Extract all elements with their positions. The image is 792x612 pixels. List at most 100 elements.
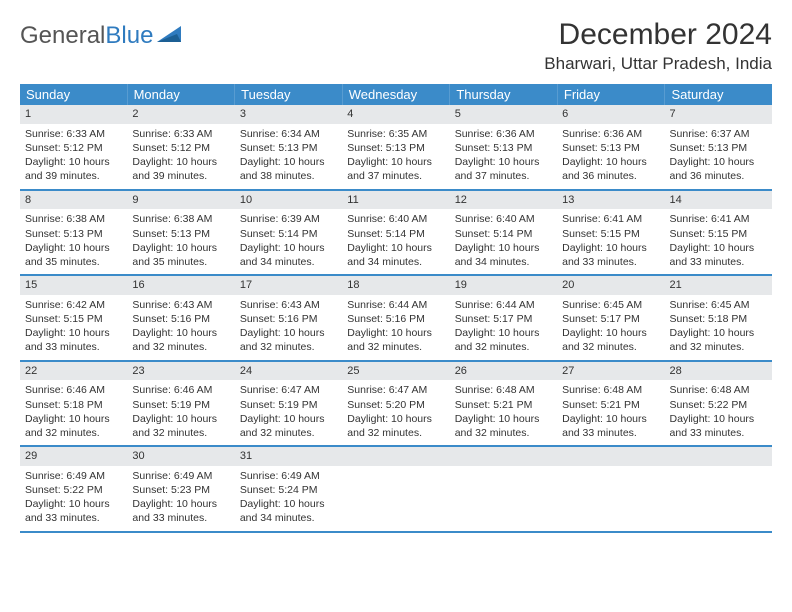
sunrise-text: Sunrise: 6:48 AM bbox=[670, 383, 767, 397]
sunrise-text: Sunrise: 6:48 AM bbox=[562, 383, 659, 397]
daylight-text: Daylight: 10 hours and 34 minutes. bbox=[455, 241, 552, 269]
day-body: Sunrise: 6:33 AMSunset: 5:12 PMDaylight:… bbox=[127, 124, 234, 189]
day-header-cell: Wednesday bbox=[343, 84, 451, 105]
sunrise-text: Sunrise: 6:45 AM bbox=[670, 298, 767, 312]
sunrise-text: Sunrise: 6:36 AM bbox=[562, 127, 659, 141]
week-row: 8Sunrise: 6:38 AMSunset: 5:13 PMDaylight… bbox=[20, 191, 772, 277]
day-cell: 22Sunrise: 6:46 AMSunset: 5:18 PMDayligh… bbox=[20, 362, 127, 446]
sunrise-text: Sunrise: 6:42 AM bbox=[25, 298, 122, 312]
daylight-text: Daylight: 10 hours and 32 minutes. bbox=[25, 412, 122, 440]
day-body: Sunrise: 6:45 AMSunset: 5:17 PMDaylight:… bbox=[557, 295, 664, 360]
day-cell: 7Sunrise: 6:37 AMSunset: 5:13 PMDaylight… bbox=[665, 105, 772, 189]
day-cell: 11Sunrise: 6:40 AMSunset: 5:14 PMDayligh… bbox=[342, 191, 449, 275]
day-number: 24 bbox=[235, 362, 342, 381]
daylight-text: Daylight: 10 hours and 33 minutes. bbox=[562, 412, 659, 440]
logo-text: GeneralBlue bbox=[20, 22, 153, 50]
day-cell: 19Sunrise: 6:44 AMSunset: 5:17 PMDayligh… bbox=[450, 276, 557, 360]
sunset-text: Sunset: 5:13 PM bbox=[670, 141, 767, 155]
triangle-icon bbox=[157, 24, 183, 49]
sunset-text: Sunset: 5:16 PM bbox=[240, 312, 337, 326]
daylight-text: Daylight: 10 hours and 37 minutes. bbox=[455, 155, 552, 183]
daylight-text: Daylight: 10 hours and 32 minutes. bbox=[132, 412, 229, 440]
daylight-text: Daylight: 10 hours and 34 minutes. bbox=[347, 241, 444, 269]
day-body: Sunrise: 6:40 AMSunset: 5:14 PMDaylight:… bbox=[342, 209, 449, 274]
daylight-text: Daylight: 10 hours and 35 minutes. bbox=[132, 241, 229, 269]
sunset-text: Sunset: 5:17 PM bbox=[562, 312, 659, 326]
day-cell: 13Sunrise: 6:41 AMSunset: 5:15 PMDayligh… bbox=[557, 191, 664, 275]
sunset-text: Sunset: 5:13 PM bbox=[132, 227, 229, 241]
day-body: Sunrise: 6:49 AMSunset: 5:23 PMDaylight:… bbox=[127, 466, 234, 531]
day-number: 18 bbox=[342, 276, 449, 295]
day-body: Sunrise: 6:37 AMSunset: 5:13 PMDaylight:… bbox=[665, 124, 772, 189]
daylight-text: Daylight: 10 hours and 34 minutes. bbox=[240, 497, 337, 525]
day-body: Sunrise: 6:36 AMSunset: 5:13 PMDaylight:… bbox=[450, 124, 557, 189]
day-body bbox=[557, 466, 664, 516]
sunset-text: Sunset: 5:22 PM bbox=[670, 398, 767, 412]
day-cell: 5Sunrise: 6:36 AMSunset: 5:13 PMDaylight… bbox=[450, 105, 557, 189]
sunrise-text: Sunrise: 6:38 AM bbox=[132, 212, 229, 226]
day-body: Sunrise: 6:43 AMSunset: 5:16 PMDaylight:… bbox=[127, 295, 234, 360]
sunrise-text: Sunrise: 6:44 AM bbox=[347, 298, 444, 312]
sunrise-text: Sunrise: 6:40 AM bbox=[347, 212, 444, 226]
daylight-text: Daylight: 10 hours and 33 minutes. bbox=[670, 241, 767, 269]
daylight-text: Daylight: 10 hours and 35 minutes. bbox=[25, 241, 122, 269]
day-number: 11 bbox=[342, 191, 449, 210]
day-cell: 10Sunrise: 6:39 AMSunset: 5:14 PMDayligh… bbox=[235, 191, 342, 275]
day-cell: 16Sunrise: 6:43 AMSunset: 5:16 PMDayligh… bbox=[127, 276, 234, 360]
day-cell: 20Sunrise: 6:45 AMSunset: 5:17 PMDayligh… bbox=[557, 276, 664, 360]
sunrise-text: Sunrise: 6:47 AM bbox=[347, 383, 444, 397]
sunrise-text: Sunrise: 6:41 AM bbox=[562, 212, 659, 226]
day-body: Sunrise: 6:38 AMSunset: 5:13 PMDaylight:… bbox=[127, 209, 234, 274]
day-body: Sunrise: 6:43 AMSunset: 5:16 PMDaylight:… bbox=[235, 295, 342, 360]
day-body: Sunrise: 6:47 AMSunset: 5:19 PMDaylight:… bbox=[235, 380, 342, 445]
week-row: 22Sunrise: 6:46 AMSunset: 5:18 PMDayligh… bbox=[20, 362, 772, 448]
sunrise-text: Sunrise: 6:46 AM bbox=[132, 383, 229, 397]
sunrise-text: Sunrise: 6:49 AM bbox=[240, 469, 337, 483]
sunset-text: Sunset: 5:13 PM bbox=[347, 141, 444, 155]
sunset-text: Sunset: 5:14 PM bbox=[240, 227, 337, 241]
day-cell: 24Sunrise: 6:47 AMSunset: 5:19 PMDayligh… bbox=[235, 362, 342, 446]
daylight-text: Daylight: 10 hours and 32 minutes. bbox=[132, 326, 229, 354]
sunset-text: Sunset: 5:16 PM bbox=[132, 312, 229, 326]
sunset-text: Sunset: 5:13 PM bbox=[562, 141, 659, 155]
day-body: Sunrise: 6:42 AMSunset: 5:15 PMDaylight:… bbox=[20, 295, 127, 360]
day-number: 19 bbox=[450, 276, 557, 295]
sunrise-text: Sunrise: 6:48 AM bbox=[455, 383, 552, 397]
daylight-text: Daylight: 10 hours and 32 minutes. bbox=[347, 412, 444, 440]
day-number: 5 bbox=[450, 105, 557, 124]
sunrise-text: Sunrise: 6:49 AM bbox=[132, 469, 229, 483]
sunrise-text: Sunrise: 6:40 AM bbox=[455, 212, 552, 226]
day-number: 12 bbox=[450, 191, 557, 210]
day-number: 27 bbox=[557, 362, 664, 381]
daylight-text: Daylight: 10 hours and 39 minutes. bbox=[25, 155, 122, 183]
day-cell: 6Sunrise: 6:36 AMSunset: 5:13 PMDaylight… bbox=[557, 105, 664, 189]
sunrise-text: Sunrise: 6:41 AM bbox=[670, 212, 767, 226]
day-cell: 15Sunrise: 6:42 AMSunset: 5:15 PMDayligh… bbox=[20, 276, 127, 360]
day-cell: 4Sunrise: 6:35 AMSunset: 5:13 PMDaylight… bbox=[342, 105, 449, 189]
day-header-row: SundayMondayTuesdayWednesdayThursdayFrid… bbox=[20, 84, 772, 105]
day-body: Sunrise: 6:38 AMSunset: 5:13 PMDaylight:… bbox=[20, 209, 127, 274]
week-row: 1Sunrise: 6:33 AMSunset: 5:12 PMDaylight… bbox=[20, 105, 772, 191]
day-body: Sunrise: 6:49 AMSunset: 5:22 PMDaylight:… bbox=[20, 466, 127, 531]
day-cell: 14Sunrise: 6:41 AMSunset: 5:15 PMDayligh… bbox=[665, 191, 772, 275]
month-title: December 2024 bbox=[544, 18, 772, 52]
day-body: Sunrise: 6:39 AMSunset: 5:14 PMDaylight:… bbox=[235, 209, 342, 274]
day-number: 22 bbox=[20, 362, 127, 381]
sunset-text: Sunset: 5:13 PM bbox=[455, 141, 552, 155]
day-number: 8 bbox=[20, 191, 127, 210]
day-cell: 1Sunrise: 6:33 AMSunset: 5:12 PMDaylight… bbox=[20, 105, 127, 189]
sunrise-text: Sunrise: 6:37 AM bbox=[670, 127, 767, 141]
daylight-text: Daylight: 10 hours and 36 minutes. bbox=[670, 155, 767, 183]
sunset-text: Sunset: 5:22 PM bbox=[25, 483, 122, 497]
sunset-text: Sunset: 5:15 PM bbox=[562, 227, 659, 241]
day-cell bbox=[557, 447, 664, 531]
sunrise-text: Sunrise: 6:33 AM bbox=[25, 127, 122, 141]
sunset-text: Sunset: 5:20 PM bbox=[347, 398, 444, 412]
day-body bbox=[342, 466, 449, 516]
day-number: 17 bbox=[235, 276, 342, 295]
day-number: 21 bbox=[665, 276, 772, 295]
day-body: Sunrise: 6:40 AMSunset: 5:14 PMDaylight:… bbox=[450, 209, 557, 274]
sunset-text: Sunset: 5:18 PM bbox=[25, 398, 122, 412]
sunset-text: Sunset: 5:23 PM bbox=[132, 483, 229, 497]
day-body: Sunrise: 6:49 AMSunset: 5:24 PMDaylight:… bbox=[235, 466, 342, 531]
